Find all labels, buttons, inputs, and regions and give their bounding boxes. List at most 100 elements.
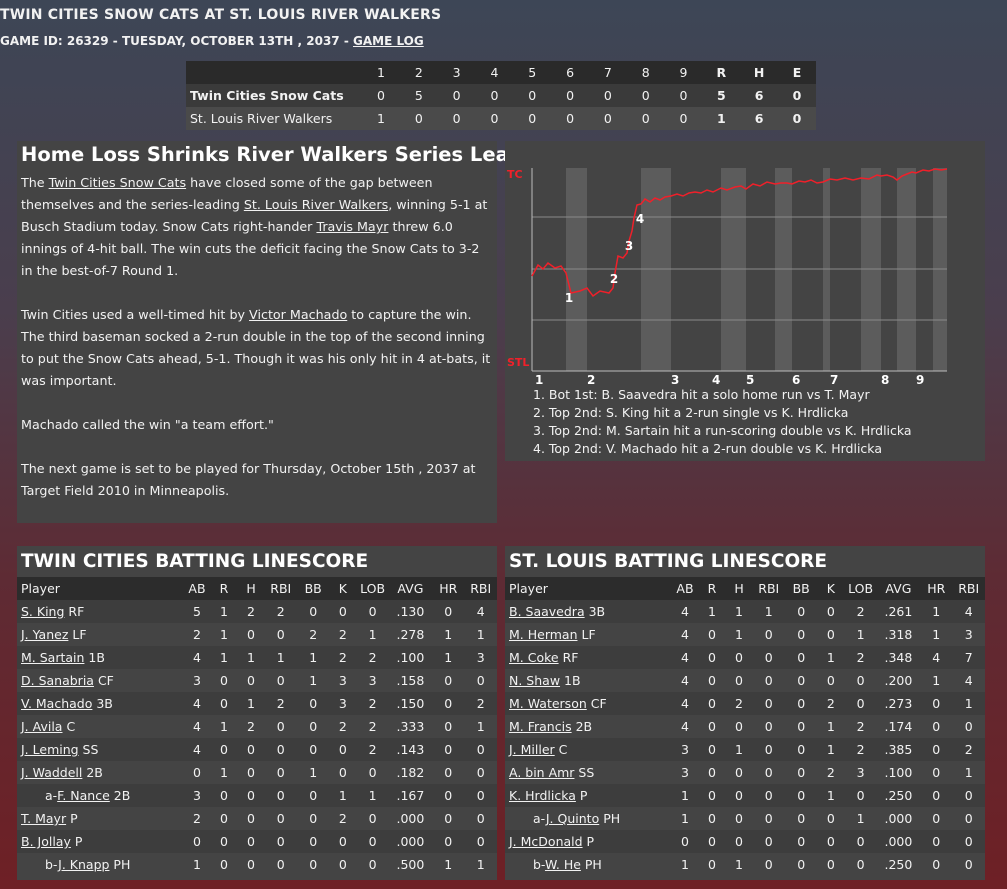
stat-cell: 0	[368, 604, 377, 619]
stat-cell: 2	[276, 604, 285, 619]
game-recap-article: Home Loss Shrinks River Walkers Series L…	[17, 141, 594, 523]
player-position: PH	[599, 811, 621, 826]
stat-cell: 0	[797, 742, 806, 757]
player-position: LF	[68, 627, 87, 642]
player-link[interactable]: D. Sanabria	[21, 673, 94, 688]
stat-cell: 0	[444, 788, 453, 803]
stat-cell: 1	[309, 673, 318, 688]
player-link[interactable]: A. bin Amr	[509, 765, 575, 780]
stat-cell: 0	[368, 765, 377, 780]
stat-cell: 1	[681, 857, 689, 872]
stat-cell: 0	[708, 857, 716, 872]
stat-cell: 1	[735, 857, 743, 872]
player-link[interactable]: W. He	[544, 857, 581, 872]
stat-cell: 0	[276, 742, 285, 757]
column-header: H	[734, 581, 744, 596]
win-probability-panel: TC STL 1 2 3 4 1 2 3 4 5 6 7 8 9 1. Bot …	[505, 141, 985, 461]
player-link[interactable]: M. Waterson	[509, 696, 587, 711]
stat-cell: 3	[193, 673, 201, 688]
stat-cell: 2	[856, 742, 865, 757]
stat-cell: .318	[884, 627, 913, 642]
stat-cell: 0	[932, 742, 941, 757]
player-link[interactable]: M. Francis	[509, 719, 572, 734]
stat-cell: 0	[764, 627, 773, 642]
team-link-st-louis[interactable]: St. Louis River Walkers	[243, 197, 389, 212]
stat-cell: 0	[276, 627, 285, 642]
stat-cell: 0	[856, 696, 865, 711]
player-link[interactable]: B. Saavedra	[509, 604, 585, 619]
stat-cell: 0	[309, 719, 318, 734]
player-link[interactable]: S. King	[21, 604, 65, 619]
stat-cell: 1	[193, 857, 201, 872]
player-link[interactable]: J. Leming	[21, 742, 79, 757]
player-link[interactable]: J. Avila	[21, 719, 63, 734]
player-link[interactable]: J. Knapp	[58, 857, 110, 872]
player-link[interactable]: M. Herman	[509, 627, 578, 642]
stat-cell: 4	[193, 742, 201, 757]
batting-header-row: Player AB R H RBI BB K LOB AVG HR RBI	[17, 577, 497, 600]
player-link[interactable]: T. Mayr	[21, 811, 67, 826]
stat-cell: 0	[444, 742, 453, 757]
table-row: b-W. He PH 1 0 1 0 0 0 0 .250 0 0	[505, 853, 985, 876]
stat-cell: 1	[444, 627, 453, 642]
stat-cell: .158	[396, 673, 425, 688]
stat-cell: 3	[476, 650, 485, 665]
player-link[interactable]: V. Machado	[21, 696, 93, 711]
stat-cell: 0	[476, 742, 485, 757]
player-link[interactable]: J. Waddell	[21, 765, 83, 780]
stat-cell: 0	[309, 742, 318, 757]
stat-cell: 0	[309, 811, 318, 826]
stat-cell: 0	[797, 696, 806, 711]
linescore-col: 5	[528, 65, 537, 80]
stat-cell: 0	[708, 650, 716, 665]
column-header: BB	[304, 581, 322, 596]
event-marker-3: 3	[625, 239, 633, 253]
stat-cell: 0	[444, 696, 453, 711]
player-cell: T. Mayr P	[17, 807, 183, 830]
stat-cell: 1	[220, 719, 228, 734]
stat-cell: 1	[735, 604, 743, 619]
player-link[interactable]: N. Shaw	[509, 673, 561, 688]
player-link[interactable]: F. Nance	[57, 788, 110, 803]
event-marker-2: 2	[610, 272, 618, 286]
stat-cell: .261	[884, 604, 913, 619]
game-log-link[interactable]: GAME LOG	[352, 34, 424, 48]
player-position: P	[70, 834, 83, 849]
stat-cell: 0	[764, 742, 773, 757]
stat-cell: 1	[444, 857, 453, 872]
player-cell: b-W. He PH	[505, 853, 671, 876]
batting-heading: ST. LOUIS BATTING LINESCORE	[509, 551, 828, 572]
player-link-victor-machado[interactable]: Victor Machado	[249, 307, 348, 322]
stat-cell: 0	[444, 604, 453, 619]
player-link[interactable]: B. Jollay	[21, 834, 71, 849]
stat-cell: 0	[309, 834, 318, 849]
stat-cell: 4	[964, 604, 973, 619]
player-link[interactable]: J. Yanez	[21, 627, 69, 642]
player-link[interactable]: M. Sartain	[21, 650, 85, 665]
player-link[interactable]: K. Hrdlicka	[509, 788, 576, 803]
text: threw 6.0 innings of 4-hit ball. The win…	[21, 219, 480, 278]
stat-cell: 0	[735, 673, 743, 688]
stat-cell: 2	[338, 719, 347, 734]
stat-cell: 0	[932, 788, 941, 803]
stat-cell: 1	[220, 765, 228, 780]
stat-cell: 0	[220, 742, 228, 757]
stat-cell: 0	[476, 673, 485, 688]
stat-cell: 0	[932, 811, 941, 826]
stat-cell: 0	[826, 604, 835, 619]
player-link[interactable]: J. Quinto	[545, 811, 600, 826]
player-link[interactable]: J. McDonald	[509, 834, 583, 849]
article-paragraph: Machado called the win "a team effort."	[21, 417, 274, 432]
player-cell: a-F. Nance 2B	[17, 784, 183, 807]
stat-cell: 1	[220, 650, 228, 665]
player-link[interactable]: M. Coke	[509, 650, 559, 665]
player-position: 2B	[82, 765, 103, 780]
text: have closed some of the gap between them…	[21, 175, 433, 212]
text: , winning 5-1 at Busch Stadium today. Sn…	[21, 197, 488, 234]
player-link[interactable]: J. Miller	[509, 742, 555, 757]
team-link-twin-cities[interactable]: Twin Cities Snow Cats	[48, 175, 187, 190]
stat-cell: 0	[444, 673, 453, 688]
stat-cell: .100	[884, 765, 913, 780]
stat-cell: 2	[964, 742, 973, 757]
player-link-travis-mayr[interactable]: Travis Mayr	[316, 219, 389, 234]
